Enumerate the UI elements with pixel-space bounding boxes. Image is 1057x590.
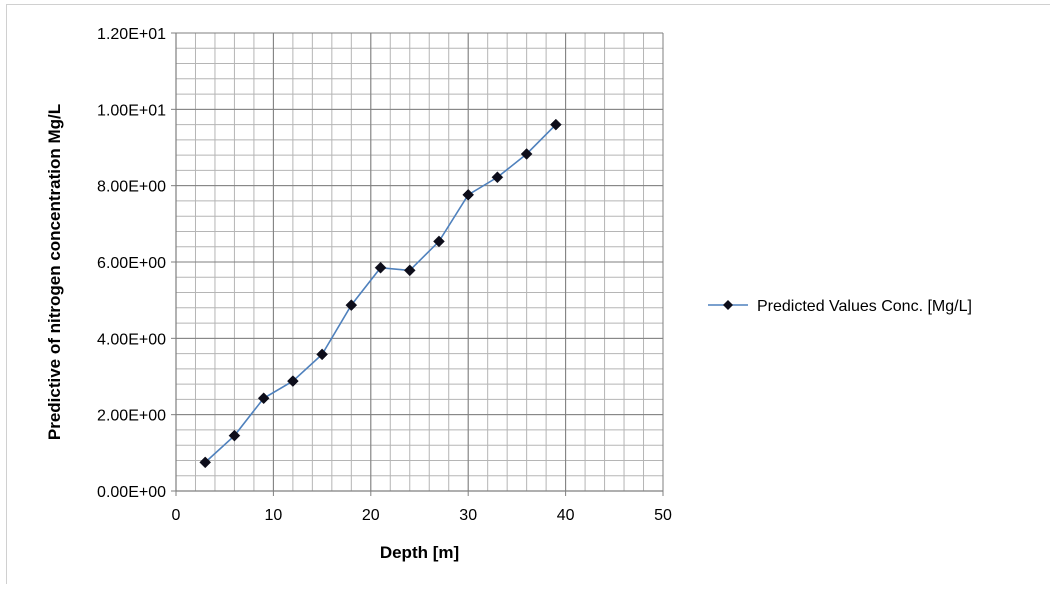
x-tick-label: 0 [172, 507, 181, 524]
data-point-marker [403, 264, 416, 277]
data-point-marker [374, 261, 387, 274]
chart-frame [6, 4, 1050, 584]
y-tick-label: 1.00E+01 [97, 102, 166, 119]
x-tick-label: 40 [557, 507, 575, 524]
data-point-marker [520, 148, 533, 160]
y-tick-label: 0.00E+00 [97, 484, 166, 501]
y-tick-label: 1.20E+01 [97, 26, 166, 43]
x-axis-title: Depth [m] [380, 543, 459, 562]
data-point-marker [287, 375, 299, 387]
data-point-marker [433, 235, 445, 248]
x-tick-label: 20 [362, 507, 380, 524]
legend-label: Predicted Values Conc. [Mg/L] [757, 298, 972, 315]
axes [171, 32, 664, 496]
x-tick-label: 50 [654, 507, 672, 524]
y-tick-label: 2.00E+00 [97, 408, 166, 425]
y-tick-label: 8.00E+00 [97, 179, 166, 196]
data-point-marker [199, 456, 212, 469]
data-point-marker [345, 299, 358, 311]
series-line [204, 124, 557, 463]
legend: Predicted Values Conc. [Mg/L] [708, 298, 972, 315]
y-axis-title: Predictive of nitrogen concentration Mg/… [45, 104, 64, 440]
data-point-marker [257, 392, 270, 405]
x-tick-label: 30 [459, 507, 477, 524]
y-tick-label: 6.00E+00 [97, 255, 166, 272]
series-layer [199, 118, 562, 469]
legend-marker [723, 300, 733, 310]
data-point-marker [228, 429, 241, 442]
y-tick-label: 4.00E+00 [97, 331, 166, 348]
data-point-marker [491, 171, 504, 184]
major-grid [175, 32, 664, 492]
data-point-marker [550, 118, 562, 131]
data-point-marker [462, 188, 475, 201]
data-point-marker [316, 348, 328, 361]
y-tick-labels: 0.00E+00 2.00E+00 4.00E+00 6.00E+00 8.00E+00… [97, 26, 166, 501]
x-tick-labels: 0 10 20 30 40 50 [172, 507, 672, 524]
x-tick-label: 10 [265, 507, 283, 524]
